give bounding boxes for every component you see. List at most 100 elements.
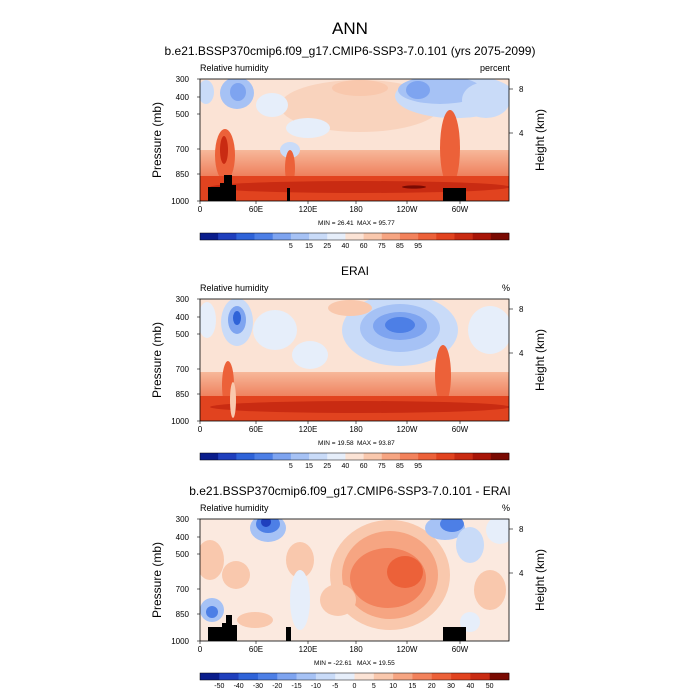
y-tick-label: 1000: [171, 417, 189, 426]
max-label: MAX = 19.55: [357, 660, 395, 667]
colorbar-swatch: [290, 233, 310, 240]
colorbar-label: 15: [409, 683, 417, 690]
colorbar-label: 5: [372, 683, 376, 690]
colorbar: 5 15 25 40 60 75 85 95: [199, 232, 510, 250]
colorbar-swatch: [436, 233, 455, 240]
height-tick-label: 4: [519, 569, 524, 578]
colorbar-swatch: [327, 453, 346, 460]
height-axis-label: Height (km): [533, 109, 547, 171]
colorbar-swatch: [200, 453, 219, 460]
colorbar-label: 50: [486, 683, 494, 690]
colorbar-swatch: [363, 453, 383, 460]
colorbar-swatch: [436, 453, 455, 460]
colorbar-label: -5: [332, 683, 338, 690]
x-tick-label: 0: [198, 205, 203, 214]
colorbar-label: 0: [353, 683, 357, 690]
colorbar-swatch: [451, 673, 471, 680]
y-tick-label: 700: [176, 585, 190, 594]
colorbar-label: 40: [342, 463, 350, 470]
colorbar-swatch: [470, 673, 490, 680]
x-tick-label: 60W: [452, 205, 469, 214]
colorbar-swatch: [335, 673, 355, 680]
x-tick-label: 120E: [299, 645, 318, 654]
y-tick-label: 300: [176, 515, 190, 524]
left-label: Relative humidity: [200, 503, 269, 513]
colorbar-swatch: [309, 233, 328, 240]
panel-model: b.e21.BSSP370cmip6.f09_g17.CMIP6-SSP3-7.…: [150, 44, 547, 250]
colorbar-swatch: [257, 673, 278, 680]
colorbar-label: 15: [305, 243, 313, 250]
colorbar-label: -15: [292, 683, 302, 690]
colorbar-swatch: [418, 233, 437, 240]
colorbar-swatch: [490, 453, 510, 460]
height-tick-label: 8: [519, 85, 524, 94]
colorbar-swatch: [373, 673, 394, 680]
colorbar-swatch: [363, 233, 383, 240]
x-tick-label: 60E: [249, 205, 263, 214]
units-label: %: [502, 503, 510, 513]
x-tick-label: 120W: [397, 645, 418, 654]
x-tick-label: 180: [349, 205, 363, 214]
x-tick-label: 120E: [299, 425, 318, 434]
height-ticks: [509, 308, 513, 354]
colorbar-swatch: [327, 233, 346, 240]
colorbar-label: -30: [253, 683, 263, 690]
colorbar-label: 30: [447, 683, 455, 690]
colorbar-label: 5: [289, 463, 293, 470]
x-tick-label: 60E: [249, 425, 263, 434]
colorbar-swatch: [238, 673, 259, 680]
colorbar: -50 -40 -30 -20 -15 -10 -5 0 5 10 15 20 30 40 50: [199, 672, 510, 690]
colorbar-label: 95: [414, 463, 422, 470]
height-tick-label: 8: [519, 525, 524, 534]
colorbar-swatch: [309, 453, 328, 460]
min-label: MIN = 19.58: [318, 440, 354, 447]
x-tick-label: 0: [198, 645, 203, 654]
colorbar-label: -10: [311, 683, 321, 690]
x-tick-label: 60E: [249, 645, 263, 654]
x-tick-label: 60W: [452, 425, 469, 434]
x-ticks: [199, 201, 461, 204]
height-axis-label: Height (km): [533, 549, 547, 611]
colorbar-swatch: [315, 673, 336, 680]
main-title: ANN: [332, 19, 368, 38]
panel-erai: ERAI Relative humidity %: [150, 264, 547, 470]
y-axis-label: Pressure (mb): [150, 322, 164, 398]
colorbar-frame: [199, 452, 510, 461]
colorbar-swatch: [254, 453, 274, 460]
colorbar-label: -50: [214, 683, 224, 690]
x-tick-label: 180: [349, 425, 363, 434]
colorbar-swatch: [218, 233, 237, 240]
y-tick-label: 300: [176, 295, 190, 304]
y-tick-label: 1000: [171, 197, 189, 206]
panel-title: b.e21.BSSP370cmip6.f09_g17.CMIP6-SSP3-7.…: [189, 484, 511, 498]
y-axis-label: Pressure (mb): [150, 542, 164, 618]
max-label: MAX = 93.87: [357, 440, 395, 447]
contour-field: [200, 299, 509, 421]
x-tick-label: 120W: [397, 425, 418, 434]
colorbar-label: -40: [234, 683, 244, 690]
y-tick-label: 850: [176, 170, 190, 179]
y-ticks: [197, 518, 200, 642]
colorbar-label: 60: [360, 243, 368, 250]
colorbar-label: -20: [272, 683, 282, 690]
colorbar-label: 25: [323, 243, 331, 250]
colorbar-swatch: [345, 233, 364, 240]
colorbar-swatch: [272, 233, 292, 240]
height-tick-label: 4: [519, 349, 524, 358]
left-label: Relative humidity: [200, 283, 269, 293]
colorbar-label: 85: [396, 243, 404, 250]
colorbar-swatch: [219, 673, 239, 680]
y-ticks: [197, 78, 200, 202]
colorbar-swatch: [272, 453, 292, 460]
max-label: MAX = 95.77: [357, 220, 395, 227]
colorbar-label: 40: [342, 243, 350, 250]
colorbar-label: 40: [466, 683, 474, 690]
x-tick-label: 0: [198, 425, 203, 434]
colorbar-swatch: [490, 233, 510, 240]
colorbar-swatch: [454, 453, 473, 460]
y-tick-label: 400: [176, 313, 190, 322]
plot-frame: [199, 298, 510, 422]
height-ticks: [509, 528, 513, 574]
colorbar-swatch: [200, 673, 220, 680]
